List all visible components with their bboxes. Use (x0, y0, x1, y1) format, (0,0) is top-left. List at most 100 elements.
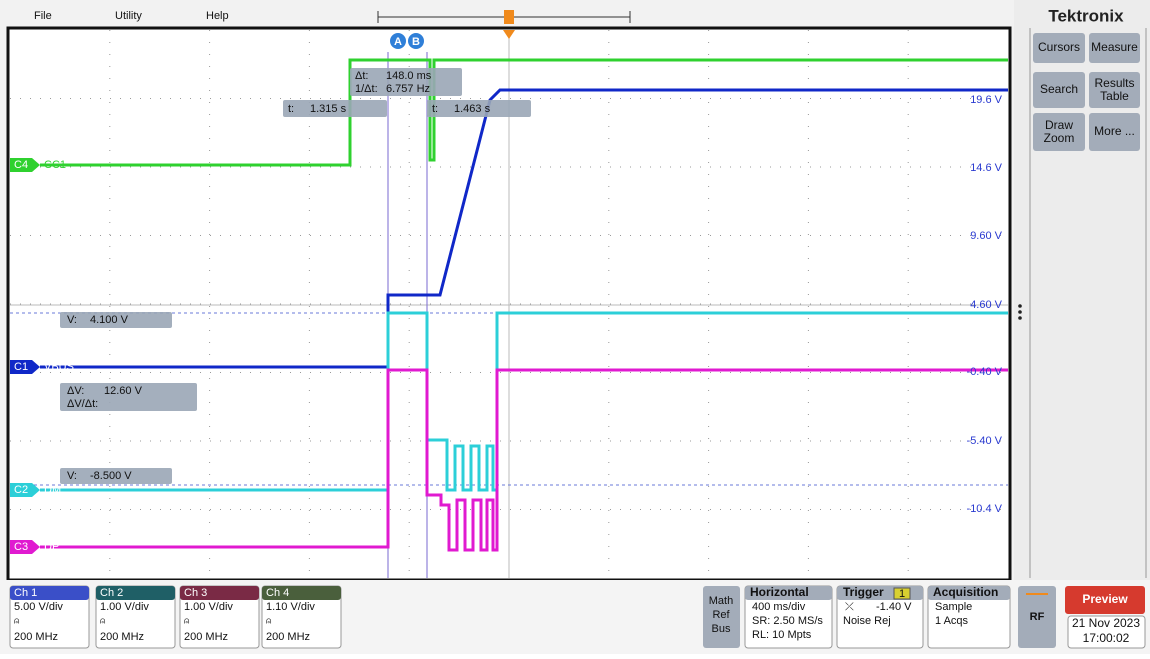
menu-item[interactable]: File (34, 10, 52, 22)
trigger-marker (503, 30, 515, 39)
side-button[interactable]: Measure (1089, 33, 1140, 63)
readout-label: 1/Δt: (355, 83, 378, 95)
badge-title: Ch 4 (266, 587, 289, 599)
readout-value: 6.757 Hz (386, 83, 430, 95)
cursor-readout: Δt: 148.0 ms 1/Δt: 6.757 Hz (350, 68, 462, 96)
side-button[interactable]: More ... (1089, 113, 1140, 151)
horizontal-badge[interactable]: Horizontal 400 ms/div SR: 2.50 MS/s RL: … (744, 585, 833, 649)
scale-label: 9.60 V (970, 230, 1002, 242)
readout-label: t: (432, 103, 438, 115)
side-button[interactable]: Cursors (1033, 33, 1085, 63)
cursor-readout: t: 1.463 s (427, 100, 531, 117)
badge-title: Horizontal (750, 585, 809, 599)
menu-item[interactable]: Help (206, 10, 229, 22)
trigger-source: 1 (899, 588, 905, 600)
cursor-readout: ΔV: 12.60 V ΔV/Δt: (60, 383, 197, 411)
badge-line: 400 ms/div (752, 601, 806, 613)
badge-title: Ch 3 (184, 587, 207, 599)
cursor-badge[interactable] (408, 33, 424, 49)
badge-header (262, 586, 341, 600)
handle[interactable] (1018, 310, 1022, 314)
handle[interactable] (1018, 316, 1022, 320)
rf-button[interactable]: RF (1018, 586, 1056, 648)
side-button[interactable]: Draw Zoom (1033, 113, 1085, 151)
channel-name: DP (44, 541, 59, 553)
button-label: More ... (1094, 124, 1135, 138)
readout-label: ΔV/Δt: (67, 398, 98, 410)
channel-marker[interactable]: C4 CC1 (10, 158, 66, 172)
button-label: Ref (712, 609, 730, 621)
preview-button[interactable]: Preview (1065, 586, 1145, 614)
scale-label: -10.4 V (967, 503, 1003, 515)
badge-title: Acquisition (933, 585, 998, 599)
readout-value: 1.463 s (454, 103, 491, 115)
button-face (1033, 113, 1085, 151)
cursor-label: A (394, 36, 402, 48)
badge-line: RL: 10 Mpts (752, 629, 812, 641)
channel-bandwidth: 200 MHz (100, 631, 144, 643)
channel-badge: C1 (14, 361, 28, 373)
channel-marker[interactable]: C2 DM (10, 483, 61, 497)
channel-marker[interactable]: C3 DP (10, 540, 59, 554)
scale-label: -5.40 V (967, 435, 1003, 447)
cursor-readout: V: -8.500 V (60, 468, 172, 484)
brand: Tektronix (1048, 6, 1124, 25)
acquisition-badge[interactable]: Acquisition Sample 1 Acqs (927, 585, 1011, 649)
readout-label: t: (288, 103, 294, 115)
record-view[interactable] (377, 10, 631, 24)
badge-line: 1 Acqs (935, 615, 969, 627)
channel-badge: C2 (14, 484, 28, 496)
channel-bandwidth: 200 MHz (14, 631, 58, 643)
readout-value: 4.100 V (90, 314, 129, 326)
readout-label: V: (67, 470, 77, 482)
channel-badge: C4 (14, 159, 28, 171)
button-label: Bus (712, 623, 731, 635)
cursor-label: B (412, 36, 420, 48)
button-face (1033, 33, 1085, 63)
channel-bandwidth: 200 MHz (266, 631, 310, 643)
cursor-badge[interactable] (390, 33, 406, 49)
channel-badge[interactable]: Ch 4 1.10 V/div ⍝ 200 MHz (261, 585, 342, 649)
button-face (1089, 33, 1140, 63)
button-label: Draw Zoom (1044, 118, 1075, 145)
channel-badge[interactable]: Ch 1 5.00 V/div ⍝ 200 MHz (9, 585, 90, 649)
channel-badge[interactable]: Ch 3 1.00 V/div ⍝ 200 MHz (179, 585, 260, 649)
channel-name: CC1 (44, 159, 66, 171)
button-label: RF (1030, 611, 1045, 623)
readout-value: 148.0 ms (386, 70, 432, 82)
scale-label: -0.40 V (967, 366, 1003, 378)
badge-header (10, 586, 89, 600)
badge-line: Sample (935, 601, 972, 613)
clock (1067, 615, 1146, 649)
badge-title: Trigger (843, 585, 884, 599)
badge-header (96, 586, 175, 600)
math-ref-bus[interactable]: Math Ref Bus (703, 586, 740, 648)
trigger-slope: ⤫ (845, 601, 854, 613)
button-label: Search (1040, 82, 1078, 96)
side-button[interactable]: Results Table (1089, 72, 1140, 108)
time: 17:00:02 (1083, 631, 1130, 645)
channel-badge[interactable]: Ch 2 1.00 V/div ⍝ 200 MHz (95, 585, 176, 649)
trigger-mode: Noise Rej (843, 615, 891, 627)
date: 21 Nov 2023 (1072, 616, 1140, 630)
readout-label: Δt: (355, 70, 368, 82)
button-face (1089, 113, 1140, 151)
coupling-icon: ⍝ (14, 615, 19, 625)
menu-item[interactable]: Utility (115, 10, 142, 22)
channel-scale: 1.10 V/div (266, 601, 315, 613)
button-face (1089, 72, 1140, 108)
coupling-icon: ⍝ (266, 615, 271, 625)
handle[interactable] (1018, 304, 1022, 308)
readout-value: 12.60 V (104, 385, 143, 397)
channel-name: VBUS (44, 361, 74, 373)
scale-label: 14.6 V (970, 162, 1002, 174)
trigger-badge[interactable]: Trigger 1 ⤫ -1.40 V Noise Rej (836, 585, 924, 649)
channel-bandwidth: 200 MHz (184, 631, 228, 643)
channel-marker[interactable]: C1 VBUS (10, 360, 74, 374)
readout-label: ΔV: (67, 385, 84, 397)
badge-title: Ch 2 (100, 587, 123, 599)
cursor-readout: V: 4.100 V (60, 312, 172, 328)
side-button[interactable]: Search (1033, 72, 1085, 108)
cursor-readout: t: 1.315 s (283, 100, 387, 117)
